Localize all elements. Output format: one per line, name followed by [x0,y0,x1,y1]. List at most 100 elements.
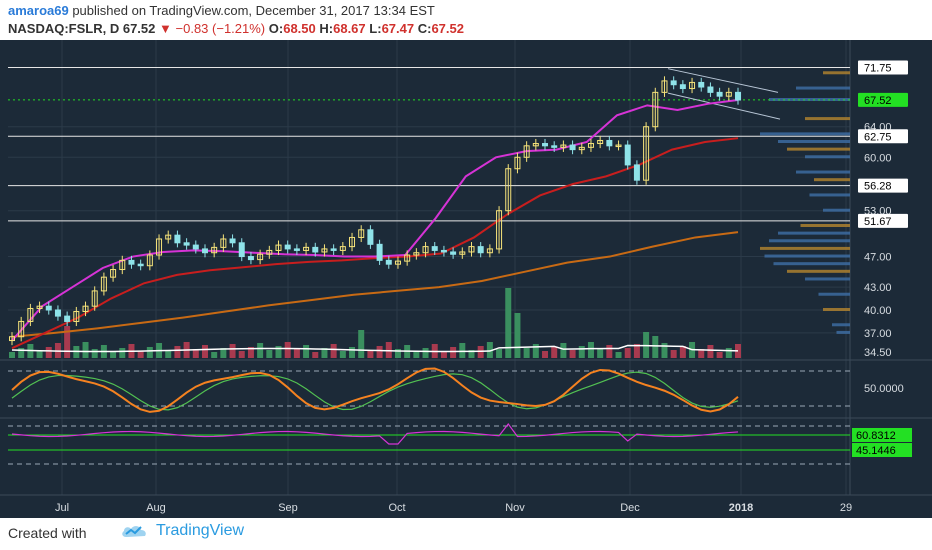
volume-bars [9,288,741,358]
candle-body [385,259,392,265]
volume-bar [358,330,365,358]
high-value: 68.67 [333,21,366,36]
volume-profile-bar [823,308,850,311]
candle-body [615,144,622,148]
candle-body [532,143,539,147]
volume-profile-bar [823,208,850,212]
candle-body [82,305,89,313]
stoch-k-line [11,367,739,413]
moving-averages [11,99,739,350]
y-tick-label: 37.00 [864,328,892,340]
tradingview-brand: TradingView [156,522,245,539]
candle-body [413,252,420,256]
volume-bar [450,347,457,358]
volume-bar [542,351,549,358]
stoch-level-label: 50.0000 [864,383,904,395]
volume-profile-bar [773,262,850,266]
last-price-badge [858,92,908,107]
x-tick-label: Nov [505,502,525,514]
volume-bar [211,352,218,358]
volume-profile-bar [814,178,850,182]
close-value: 67.52 [431,21,464,36]
candle-body [578,146,585,151]
candle-body [376,243,383,261]
volume-bar [64,326,71,358]
candle-body [54,309,61,317]
rsi-badge [852,428,912,442]
candle-body [523,145,530,158]
volume-profile-bar [796,170,850,174]
candle-body [404,254,411,262]
candle-body [211,246,218,254]
candle-body [36,305,43,309]
volume-bar [597,349,604,358]
volume-bar [339,351,346,358]
published-text: published on TradingView.com, December 3… [68,3,435,18]
candle-body [716,91,723,97]
x-tick-label: Oct [388,502,405,514]
volume-bar [413,352,420,358]
x-tick-label: Aug [146,502,166,514]
candle-body [643,126,650,181]
close-label: C: [417,21,432,36]
volume-profile-bar [760,246,850,250]
badge-label: 67.52 [864,95,892,107]
volume-profile-bar [778,231,850,235]
x-tick-label: Jul [55,502,69,514]
volume-bar [367,350,374,358]
volume-bar [9,352,15,358]
author-link[interactable]: amaroa69 [8,3,69,18]
open-value: 68.50 [283,21,316,36]
candles [9,76,741,346]
price-chart[interactable]: 71.7564.0060.0053.0051.6747.0043.0040.00… [0,40,932,518]
volume-bar [615,352,622,358]
candle-body [367,229,374,245]
rsi-badge [852,443,912,457]
volume-bar [192,349,199,358]
candle-body [486,248,493,254]
volume-bar [532,344,539,358]
candle-body [137,263,144,267]
horizontal-levels [8,67,850,222]
volume-profile-bar [836,330,850,334]
volume-bar [679,346,686,358]
candle-body [100,276,107,292]
candle-body [440,249,447,253]
level-badge [858,60,908,75]
candle-body [330,248,337,251]
candle-body [652,91,659,128]
volume-bar [91,349,98,358]
candle-body [431,246,438,251]
volume-bar [165,350,172,358]
candle-body [183,242,190,246]
volume-profile-bar [805,155,850,159]
volume-bar [661,343,668,358]
volume-bar [284,342,291,358]
x-tick-label: Sep [278,502,298,514]
volume-bar [220,348,227,358]
candle-body [689,81,696,90]
volume-bar [496,349,503,358]
time-axis: Jul Aug Sep Oct Nov Dec 2018 29 [55,502,852,514]
badge-label: 51.67 [864,216,892,228]
level-badge [858,129,908,144]
candle-body [110,269,117,278]
volume-bar [587,342,594,358]
volume-bar [698,349,705,358]
volume-bar [229,344,236,358]
candle-body [64,315,71,322]
tradingview-link[interactable]: TradingView [120,521,244,541]
volume-bar [670,350,677,358]
candle-body [679,84,686,90]
volume-bar [82,342,89,358]
candle-body [551,145,558,148]
volume-profile-bar [805,117,850,121]
candle-body [119,259,126,271]
badge-label: 71.75 [864,63,892,75]
volume-bar [18,348,25,358]
volume-bar [275,346,282,358]
volume-bar [652,336,659,358]
chart-header: amaroa69 published on TradingView.com, D… [0,0,932,40]
volume-bar [725,348,732,358]
candle-body [18,320,25,338]
